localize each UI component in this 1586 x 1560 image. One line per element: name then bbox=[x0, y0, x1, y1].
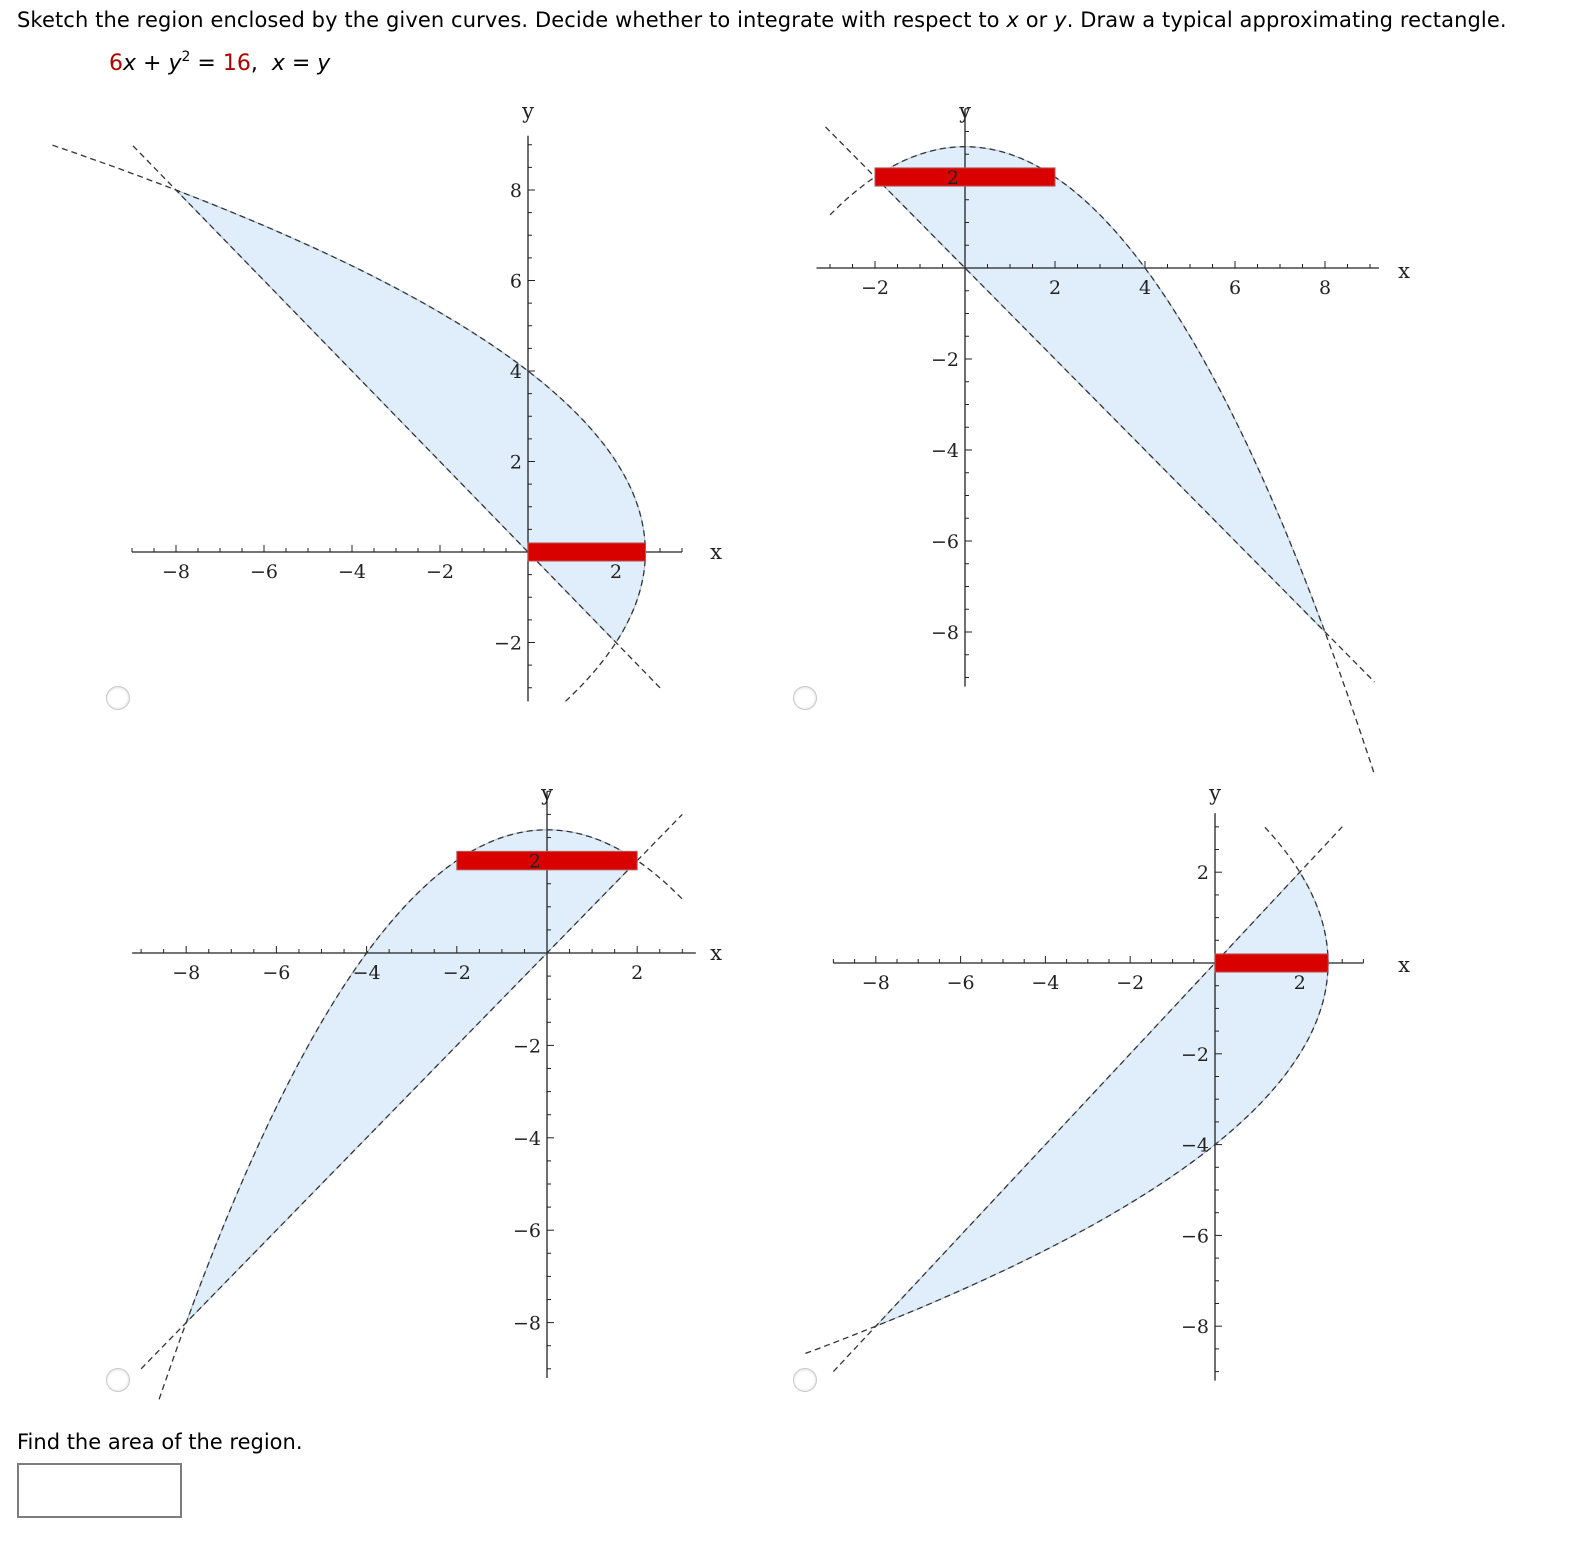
y-tick-label: −4 bbox=[513, 1128, 541, 1150]
x-tick-label: −6 bbox=[262, 962, 290, 984]
option-2-radio[interactable] bbox=[793, 686, 817, 710]
line-curve bbox=[825, 126, 1375, 683]
eq-op: + bbox=[136, 51, 169, 76]
y-tick-label: −2 bbox=[1181, 1044, 1209, 1066]
x-tick-label: −2 bbox=[443, 962, 471, 984]
graph-option-2: −2 2 4 6 8 −8 −6 −4 −2 2 y x bbox=[816, 99, 1410, 775]
eq-exponent: 2 bbox=[181, 49, 191, 65]
y-tick-label: 4 bbox=[510, 361, 522, 383]
eq-op: = bbox=[190, 51, 223, 76]
x-tick-label: −8 bbox=[172, 962, 200, 984]
graph-option-3: −8 −6 −4 −2 2 −8 −6 −4 −2 2 y x bbox=[132, 781, 722, 1400]
x-tick-label: −4 bbox=[1031, 972, 1059, 994]
line-curve bbox=[832, 826, 1343, 1373]
x-tick-label: 2 bbox=[631, 962, 643, 984]
shaded-region bbox=[875, 871, 1329, 1327]
option-4-radio[interactable] bbox=[793, 1368, 817, 1392]
shaded-region bbox=[185, 829, 638, 1323]
eq-op: = bbox=[284, 51, 318, 76]
approximating-rectangle bbox=[1214, 953, 1329, 973]
approximating-rectangle bbox=[874, 167, 1056, 187]
y-tick-label: −4 bbox=[1181, 1135, 1209, 1157]
y-tick-label: −2 bbox=[931, 349, 959, 371]
line-curve bbox=[140, 813, 683, 1370]
x-axis-label: x bbox=[1398, 953, 1410, 977]
y-tick-label: −6 bbox=[931, 531, 959, 553]
y-axis-label: y bbox=[521, 99, 534, 123]
approximating-rectangle bbox=[456, 850, 638, 871]
x-axis-label: x bbox=[710, 941, 722, 965]
y-tick-label: 2 bbox=[1197, 862, 1209, 884]
x-tick-label: −6 bbox=[947, 972, 975, 994]
y-tick-label: −6 bbox=[1181, 1225, 1209, 1247]
line-curve bbox=[131, 144, 661, 689]
x-tick-label: 4 bbox=[1139, 277, 1151, 299]
area-question: Find the area of the region. bbox=[17, 1430, 303, 1454]
prompt-var-y: y bbox=[1054, 8, 1067, 32]
option-1-radio[interactable] bbox=[106, 686, 130, 710]
prompt-text: or bbox=[1018, 8, 1055, 32]
eq-var: x bbox=[123, 51, 137, 76]
x-tick-label: −2 bbox=[861, 277, 889, 299]
y-axis-label: y bbox=[540, 781, 553, 805]
y-tick-label: −8 bbox=[931, 622, 959, 644]
y-tick-label: −8 bbox=[513, 1313, 541, 1335]
y-tick-label: 6 bbox=[510, 271, 522, 293]
eq-sep: , bbox=[250, 51, 272, 76]
y-tick-label: 2 bbox=[529, 851, 541, 873]
eq-rhs: 16 bbox=[222, 51, 251, 76]
x-tick-label: −2 bbox=[1116, 972, 1144, 994]
x-tick-label: 2 bbox=[610, 561, 622, 583]
prompt-text: . Draw a typical approximating rectangle… bbox=[1066, 8, 1507, 32]
curves-equation: 6x + y2 = 16, x = y bbox=[109, 49, 331, 76]
y-tick-label: −2 bbox=[513, 1035, 541, 1057]
x-tick-label: −8 bbox=[862, 972, 890, 994]
prompt-var-x: x bbox=[1006, 8, 1019, 32]
approximating-rectangle bbox=[527, 542, 646, 562]
y-tick-label: −4 bbox=[931, 440, 959, 462]
prompt-text: Sketch the region enclosed by the given … bbox=[17, 8, 1007, 32]
parabola-curve bbox=[805, 826, 1329, 1355]
x-tick-label: 8 bbox=[1319, 277, 1331, 299]
x-axis-label: x bbox=[1398, 259, 1410, 283]
eq-var: x bbox=[271, 51, 285, 76]
x-tick-label: −4 bbox=[353, 962, 381, 984]
shaded-region bbox=[175, 189, 646, 644]
option-3-radio[interactable] bbox=[106, 1368, 130, 1392]
x-tick-label: 2 bbox=[1294, 972, 1306, 994]
y-tick-label: 2 bbox=[510, 452, 522, 474]
x-axis-label: x bbox=[710, 540, 722, 564]
x-tick-label: −6 bbox=[250, 561, 278, 583]
y-tick-label: 8 bbox=[510, 180, 522, 202]
y-tick-label: −8 bbox=[1181, 1316, 1209, 1338]
shaded-region bbox=[874, 146, 1326, 633]
graph-option-4: −8 −6 −4 −2 2 −8 −6 −4 −2 2 y x bbox=[805, 781, 1410, 1381]
area-answer-input[interactable] bbox=[17, 1463, 182, 1518]
y-tick-label: 2 bbox=[947, 167, 959, 189]
y-axis-label: y bbox=[958, 99, 971, 123]
x-tick-label: 6 bbox=[1229, 277, 1241, 299]
x-tick-label: −4 bbox=[338, 561, 366, 583]
parabola-curve bbox=[51, 144, 646, 702]
eq-var: y bbox=[317, 51, 331, 76]
y-tick-label: −6 bbox=[513, 1220, 541, 1242]
eq-var: y bbox=[168, 51, 182, 76]
graph-option-1: −8 −6 −4 −2 2 −2 2 4 6 8 y x bbox=[51, 99, 722, 702]
y-tick-label: −2 bbox=[494, 633, 522, 655]
parabola-curve bbox=[829, 146, 1376, 775]
y-axis-label: y bbox=[1208, 781, 1221, 805]
x-tick-label: −8 bbox=[162, 561, 190, 583]
question-prompt: Sketch the region enclosed by the given … bbox=[17, 8, 1507, 32]
x-tick-label: −2 bbox=[426, 561, 454, 583]
x-tick-label: 2 bbox=[1049, 277, 1061, 299]
eq-coef: 6 bbox=[109, 51, 123, 76]
parabola-curve bbox=[158, 829, 683, 1400]
